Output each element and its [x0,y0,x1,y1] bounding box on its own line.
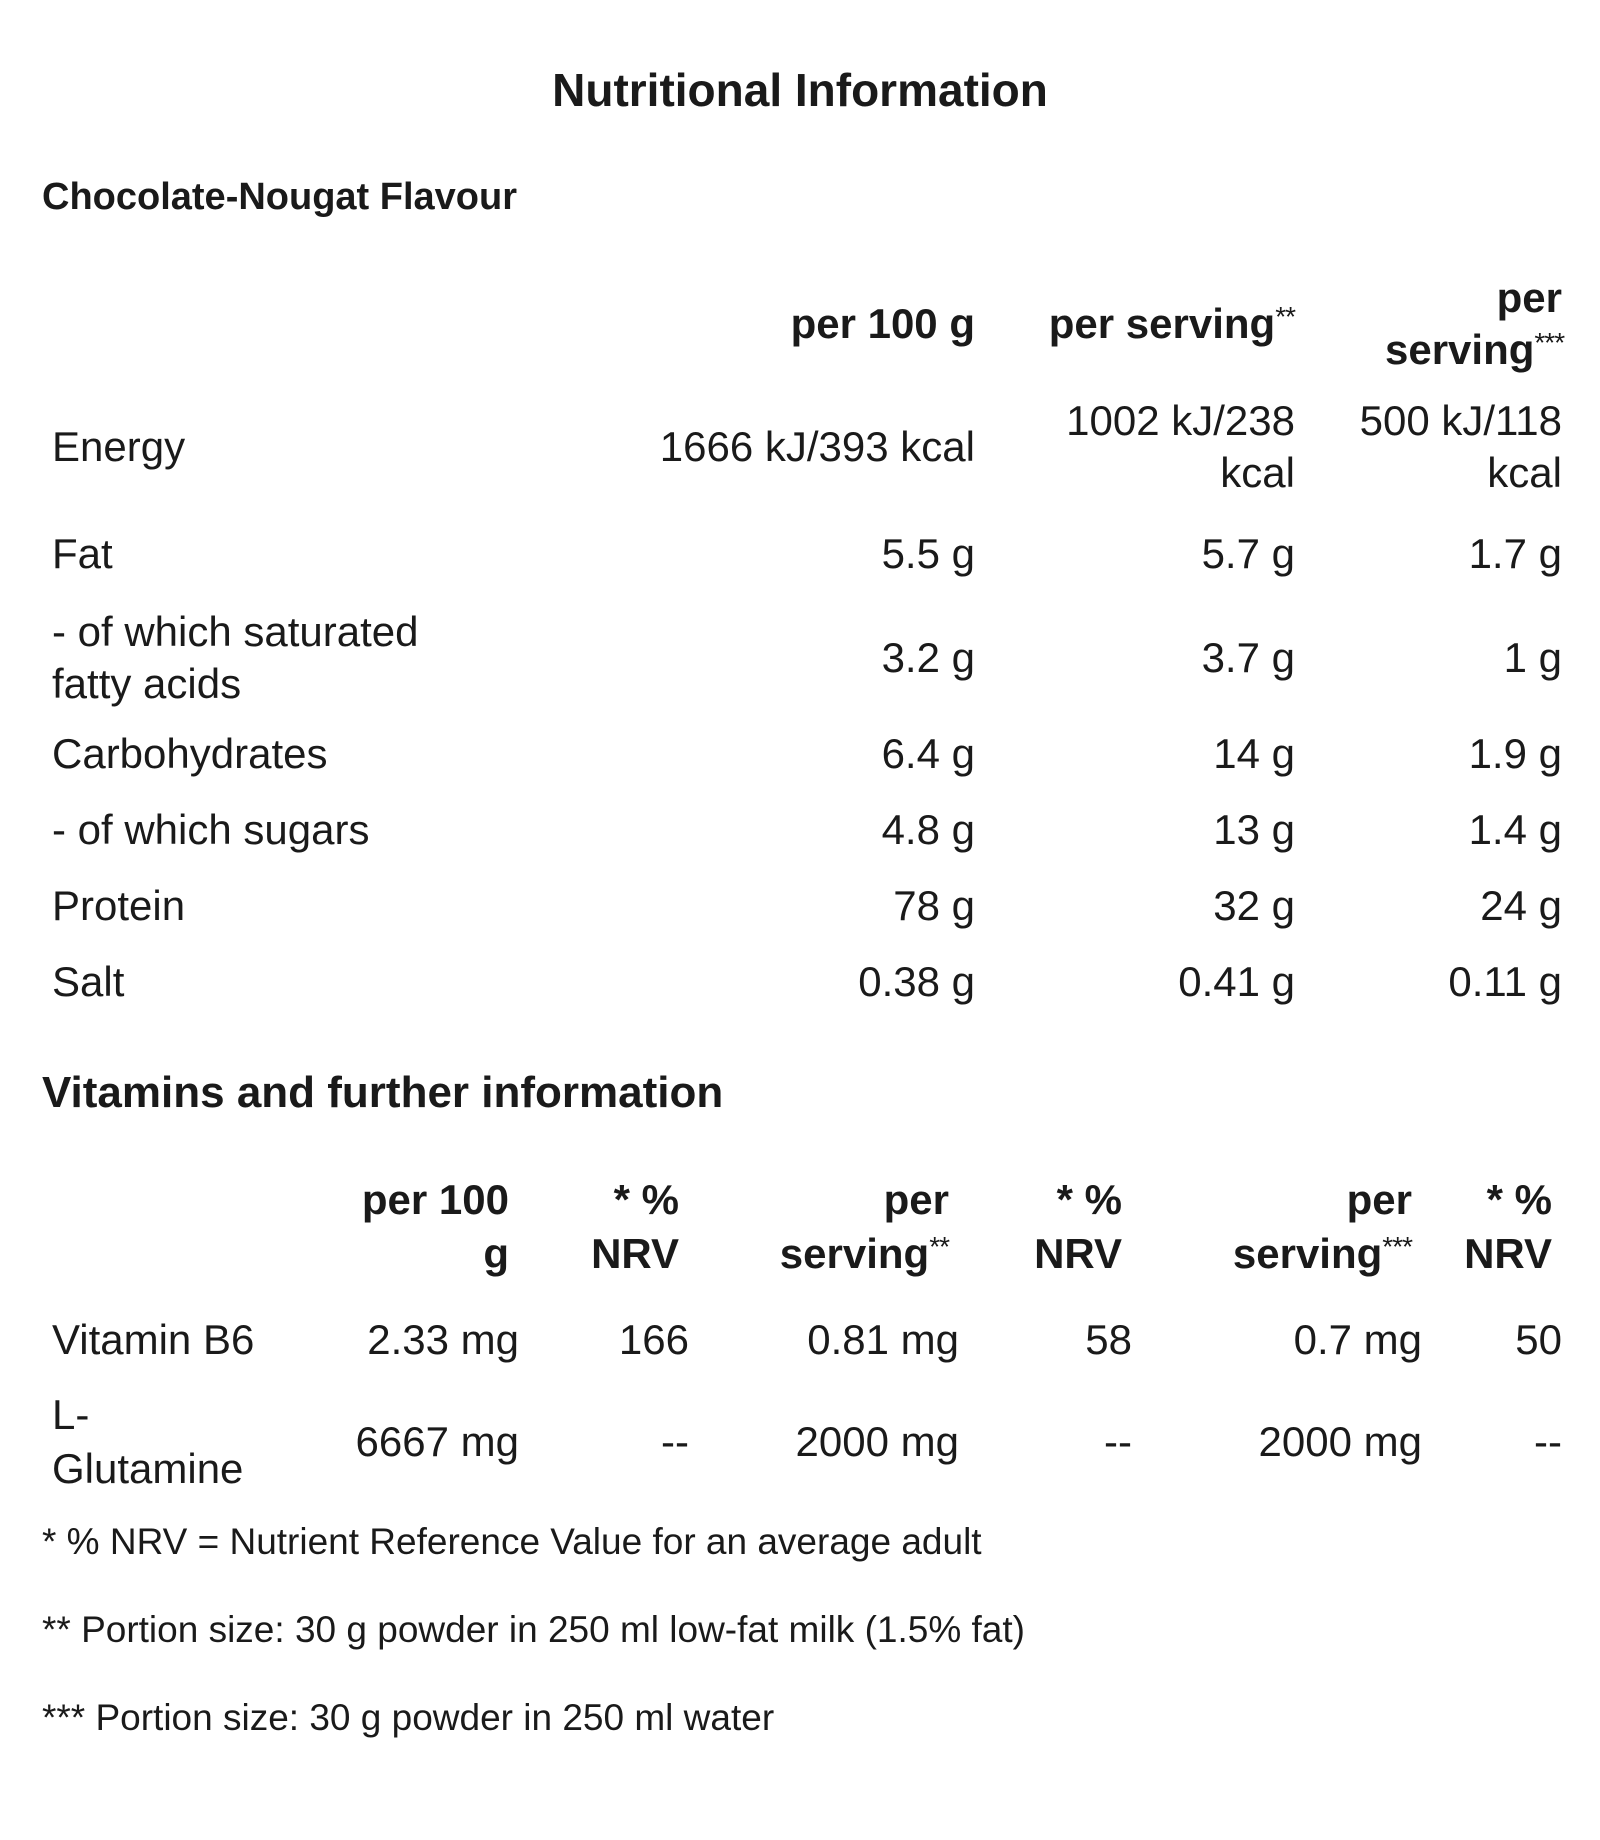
vitamins-header-row: per 100 g * % NRV per serving** * % NRV per s… [42,1160,1562,1294]
nutrient-label: Protein [52,882,186,929]
footnote-mark: ** [1275,301,1296,332]
value-serving-water: 0.7 mg [1293,1316,1422,1363]
value-serving-milk: 14 g [1213,730,1295,777]
value-per100: 5.5 g [881,530,975,577]
value-per100: 1666 kJ/393 kcal [482,386,975,508]
nutrition-header-serving-water: per serving*** [1295,262,1565,386]
value-per100: 78 g [893,882,975,929]
header-per100-text: per 100 g [790,300,975,347]
nutrition-row-saturated: - of which saturated fatty acids 3.2 g 3… [42,600,1562,716]
nutrition-table: per 100 g per serving** per serving*** En… [42,262,1566,1020]
value-nrv-water: -- [1534,1418,1562,1465]
header-serving-milk-text: per serving [1048,300,1276,347]
header-per100-line2: g [483,1230,509,1277]
vitamins-heading: Vitamins and further information [42,1068,724,1117]
vitamins-header-nrv-milk: * % NRV [959,1160,1132,1294]
value-serving-water: 2000 mg [1258,1418,1422,1465]
value-nrv-milk: 58 [1085,1316,1132,1363]
header-per-line1: per [883,1176,949,1223]
value-nrv-100: -- [661,1418,689,1465]
nutrition-row-energy: Energy 1666 kJ/393 kcal 1002 kJ/238 kcal… [42,386,1562,508]
value-serving-milk: 5.7 g [1201,530,1295,577]
value-serving-milk: 13 g [1213,806,1295,853]
page-title: Nutritional Information [552,64,1048,116]
vitamins-header-nrv-100: * % NRV [519,1160,689,1294]
footnote-milk: ** Portion size: 30 g powder in 250 ml l… [42,1609,1025,1650]
nutrition-header-row: per 100 g per serving** per serving*** [42,262,1566,386]
nutrition-header-empty [42,262,482,386]
footnote-mark: *** [1382,1231,1413,1262]
value-serving-water: 500 kJ/118 kcal [1295,386,1562,508]
value-serving-milk: 1002 kJ/238 kcal [975,386,1295,508]
value-serving-water: 1.4 g [1468,806,1562,853]
header-per-line1: per [1346,1176,1412,1223]
nutrition-row-protein: Protein 78 g 32 g 24 g [42,868,1562,944]
nutrition-header-per100: per 100 g [482,262,975,386]
nutrition-header-serving-milk: per serving** [975,262,1296,386]
value-per100: 0.38 g [858,958,975,1005]
value-serving-water-text: 500 kJ/118 kcal [1359,397,1562,496]
value-serving-water: 1.7 g [1468,530,1562,577]
header-nrv-line1: * % [1486,1176,1552,1223]
value-serving-water: 24 g [1480,882,1562,929]
value-serving-milk: 3.7 g [1201,634,1295,681]
nutrition-row-sugars: - of which sugars 4.8 g 13 g 1.4 g [42,792,1562,868]
nutrient-label: Fat [52,530,113,577]
value-per100-text: 1666 kJ/393 kcal [659,423,975,470]
value-per100: 2.33 mg [367,1316,519,1363]
value-nrv-milk: -- [1104,1418,1132,1465]
footnote-mark: ** [929,1231,950,1262]
vitamin-label: Vitamin B6 [52,1316,255,1363]
header-nrv-line2: NRV [1034,1230,1122,1277]
header-per100-line1: per 100 [361,1176,509,1223]
vitamins-header-empty [42,1160,307,1294]
nutrient-label: Carbohydrates [52,730,328,777]
value-nrv-100: 166 [618,1316,689,1363]
nutrient-label: Salt [52,958,125,1005]
flavour-heading: Chocolate-Nougat Flavour [42,176,518,218]
header-serving-water-line1: per [1496,274,1562,321]
vitamins-header-serving-water: per serving*** [1132,1160,1422,1294]
vitamins-row-glutamine: L-Glutamine 6667 mg -- 2000 mg -- 2000 m… [42,1386,1562,1498]
header-nrv-line2: NRV [1464,1230,1552,1277]
header-nrv-line1: * % [1056,1176,1122,1223]
footnote-mark: *** [1534,327,1565,358]
value-nrv-water: 50 [1515,1316,1562,1363]
header-nrv-line2: NRV [591,1230,679,1277]
nutrition-row-salt: Salt 0.38 g 0.41 g 0.11 g [42,944,1562,1020]
value-serving-water: 0.11 g [1448,958,1562,1005]
footnotes: * % NRV = Nutrient Reference Value for a… [42,1520,1025,1784]
value-serving-milk: 0.81 mg [807,1316,959,1363]
value-serving-milk: 2000 mg [795,1418,959,1465]
value-serving-water: 1 g [1503,634,1562,681]
nutrient-label: Energy [52,423,186,470]
value-per100: 4.8 g [881,806,975,853]
vitamins-header-serving-milk: per serving** [689,1160,959,1294]
footnote-water: *** Portion size: 30 g powder in 250 ml … [42,1697,775,1738]
header-nrv-line1: * % [613,1176,679,1223]
header-serving-text: serving [1232,1230,1383,1277]
vitamins-row-b6: Vitamin B6 2.33 mg 166 0.81 mg 58 0.7 mg… [42,1294,1562,1386]
value-serving-milk: 32 g [1213,882,1295,929]
nutrient-label: - of which saturated fatty acids [52,608,419,707]
value-serving-water: 1.9 g [1468,730,1562,777]
nutrition-row-carbohydrates: Carbohydrates 6.4 g 14 g 1.9 g [42,716,1562,792]
vitamins-header-per100: per 100 g [307,1160,519,1294]
footnote-nrv: * % NRV = Nutrient Reference Value for a… [42,1521,982,1562]
value-per100: 6667 mg [355,1418,519,1465]
vitamin-label: L-Glutamine [42,1386,307,1498]
value-per100: 3.2 g [881,634,975,681]
vitamins-header-nrv-water: * % NRV [1422,1160,1562,1294]
nutrient-label: - of which sugars [52,806,370,853]
vitamin-label-text: L-Glutamine [52,1391,244,1492]
vitamins-table: per 100 g * % NRV per serving** * % NRV per s… [42,1160,1562,1498]
header-serving-water-line2: serving [1385,326,1535,373]
value-per100: 6.4 g [881,730,975,777]
value-serving-milk: 0.41 g [1178,958,1295,1005]
header-serving-text: serving [779,1230,930,1277]
nutrition-row-fat: Fat 5.5 g 5.7 g 1.7 g [42,508,1562,600]
value-serving-milk-text: 1002 kJ/238 kcal [1066,397,1295,496]
